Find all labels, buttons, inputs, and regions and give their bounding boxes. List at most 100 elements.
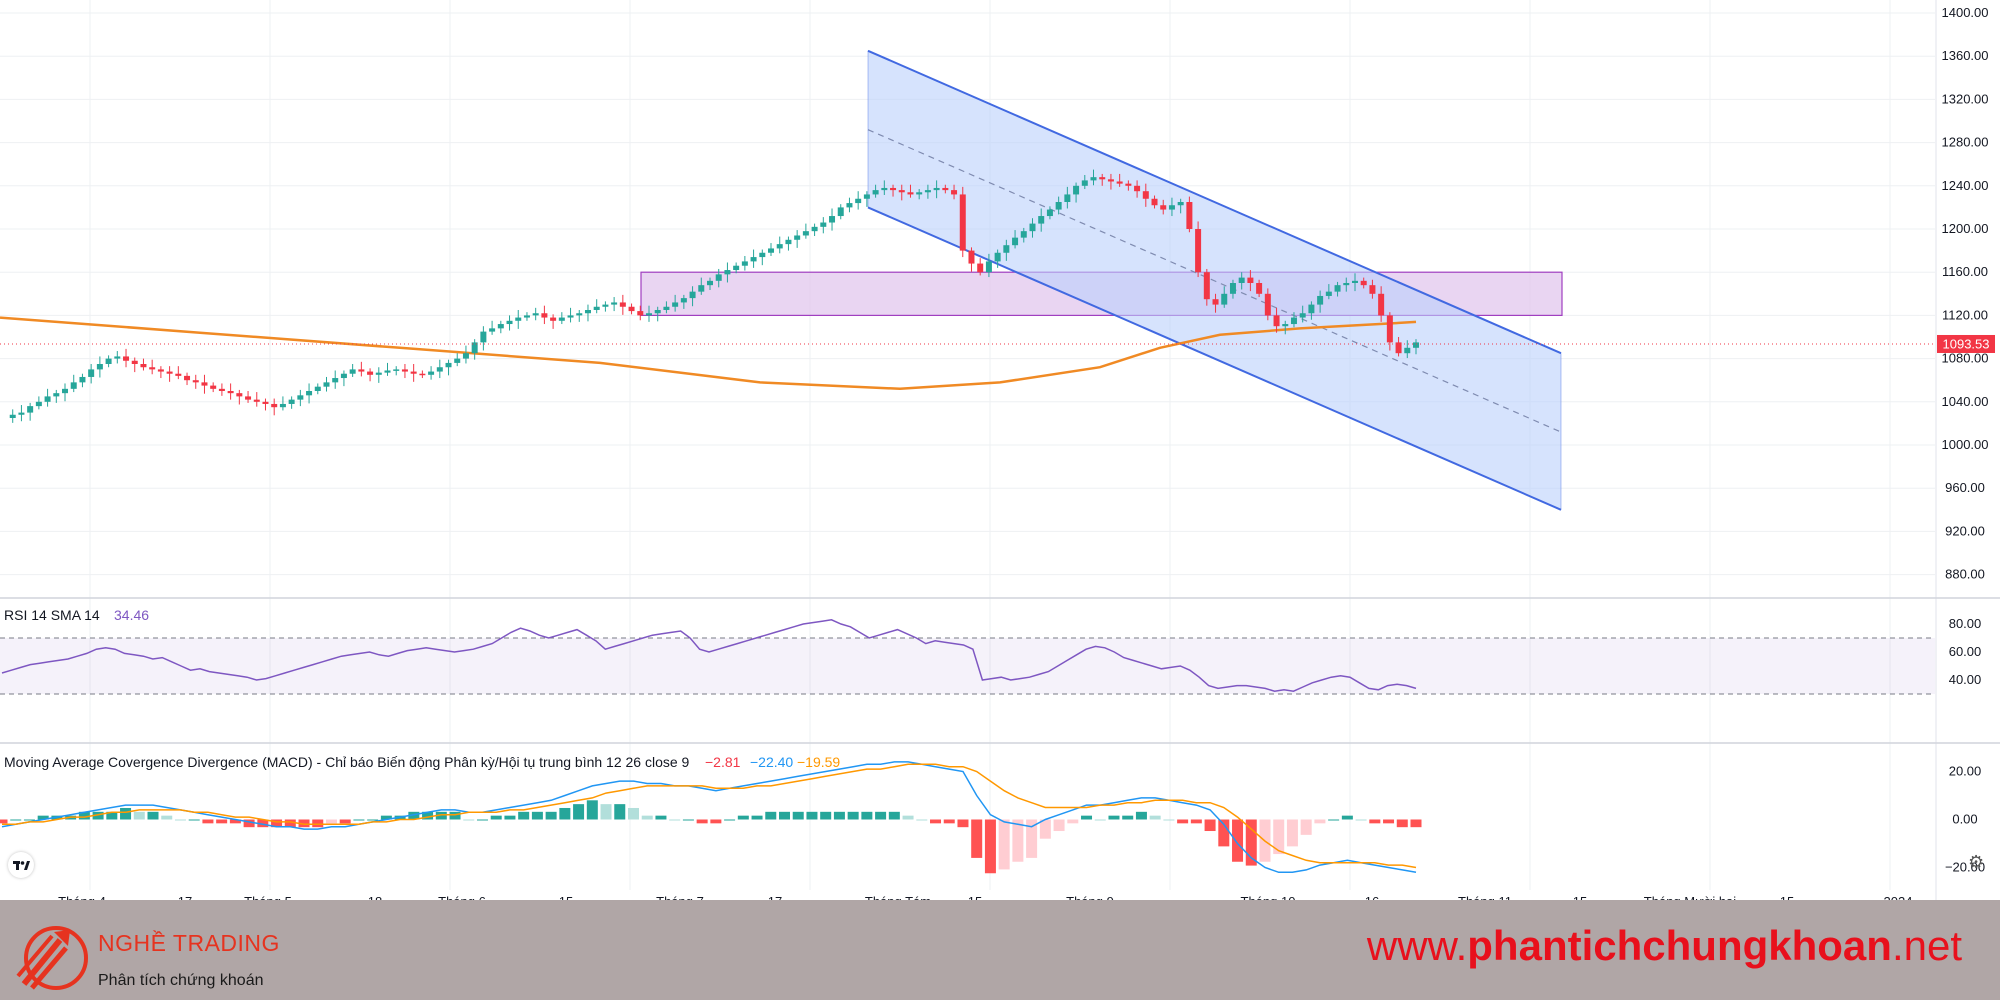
macd-histogram-bar xyxy=(271,819,283,828)
candle-body xyxy=(820,222,827,227)
macd-histogram-bar xyxy=(1410,819,1422,828)
candle-body xyxy=(1177,202,1184,206)
time-tick-label: 15 xyxy=(559,894,573,900)
macd-histogram-bar xyxy=(696,819,708,824)
macd-tick-label: 20.00 xyxy=(1949,764,1982,779)
macd-histogram-bar xyxy=(1163,819,1175,821)
brand-footer: NGHỀ TRADING Phân tích chứng khoán www.p… xyxy=(0,900,2000,1000)
candle-body xyxy=(1142,191,1149,199)
pane-separators[interactable] xyxy=(0,597,2000,744)
candle-body xyxy=(9,414,16,418)
time-tick-label: Tháng 6 xyxy=(438,894,486,900)
candle-body xyxy=(846,203,853,208)
candle-body xyxy=(802,231,809,236)
macd-histogram-bar xyxy=(1383,819,1395,824)
candle-body xyxy=(924,190,931,193)
time-tick-label: 18 xyxy=(368,894,382,900)
candle-body xyxy=(445,362,452,368)
macd-pane: 20.00 0.00 −20.00 xyxy=(0,761,1985,875)
macd-histogram-bar xyxy=(325,819,337,824)
candle-body xyxy=(837,207,844,217)
time-tick-label: Tháng 5 xyxy=(244,894,292,900)
time-tick-label: Tháng 7 xyxy=(656,894,704,900)
candle-body xyxy=(1317,295,1324,305)
price-tick-label: 880.00 xyxy=(1945,567,1985,582)
rsi-pane: 80.00 60.00 40.00 xyxy=(0,616,1982,695)
candle-body xyxy=(1413,342,1419,348)
trading-chart[interactable]: 1093.53 1400.00 1360.00 1320.00 1280.00 1240… xyxy=(0,0,2000,900)
macd-histogram-bar xyxy=(765,811,777,820)
candle-body xyxy=(401,369,408,372)
candle-body xyxy=(18,412,25,415)
price-tick-label: 1160.00 xyxy=(1942,264,1988,279)
price-axis[interactable]: 1400.00 1360.00 1320.00 1280.00 1240.00 1200.… xyxy=(1935,0,1989,900)
candle-body xyxy=(210,385,217,389)
candle-body xyxy=(741,261,748,266)
tradingview-logo-icon[interactable] xyxy=(8,852,34,878)
rsi-legend-value: 34.46 xyxy=(114,607,149,623)
candle-body xyxy=(898,190,905,193)
candle-body xyxy=(306,391,313,396)
macd-histogram-bar xyxy=(106,811,118,820)
candle-body xyxy=(1238,277,1245,283)
candle-body xyxy=(1064,194,1071,202)
macd-histogram-bar xyxy=(586,800,598,820)
macd-histogram-bar xyxy=(1177,819,1189,824)
macd-histogram-bar xyxy=(147,811,159,820)
time-axis[interactable]: Tháng 4 17 Tháng 5 18 Tháng 6 15 Tháng 7 17 Thán… xyxy=(58,894,1912,900)
candle-body xyxy=(1073,185,1080,195)
candle-body xyxy=(1090,177,1097,181)
candle-body xyxy=(96,364,103,370)
candle-body xyxy=(79,376,86,383)
macd-histogram-bar xyxy=(930,819,942,824)
website-url[interactable]: www.phantichchungkhoan.net xyxy=(1367,922,1962,970)
macd-line-value: −22.40 xyxy=(750,754,793,770)
candle-body xyxy=(1264,293,1271,316)
macd-histogram-bar xyxy=(847,811,859,820)
macd-histogram-bar xyxy=(216,819,228,824)
candle-body xyxy=(1273,315,1280,327)
macd-histogram-bar xyxy=(1039,819,1051,839)
candle-body xyxy=(707,280,713,286)
price-tick-label: 1280.00 xyxy=(1942,135,1989,150)
macd-histogram-bar xyxy=(408,811,420,820)
rsi-tick-label: 40.00 xyxy=(1949,672,1982,687)
macd-histogram-bar xyxy=(1026,819,1038,858)
price-tick-label: 1200.00 xyxy=(1942,221,1989,236)
macd-histogram-bar xyxy=(957,819,969,828)
candle-body xyxy=(384,370,391,373)
candle-body xyxy=(44,396,51,402)
macd-histogram-bar xyxy=(682,819,694,821)
price-tick-label: 960.00 xyxy=(1945,480,1985,495)
macd-histogram-bar xyxy=(120,807,132,820)
candle-body xyxy=(968,250,975,264)
candle-body xyxy=(811,226,818,232)
candle-body xyxy=(1099,177,1106,180)
candle-body xyxy=(1221,293,1228,305)
candle-body xyxy=(523,315,530,318)
macd-histogram-bar xyxy=(737,815,749,820)
candle-body xyxy=(1203,272,1210,300)
macd-histogram-bar xyxy=(1204,819,1216,832)
time-tick-label: Tháng Mười hai xyxy=(1644,894,1736,900)
macd-histogram-bar xyxy=(161,815,173,820)
candle-body xyxy=(1081,180,1088,186)
macd-histogram-bar xyxy=(202,819,214,824)
macd-histogram-bar xyxy=(37,815,49,820)
ma-path xyxy=(0,316,1417,391)
settings-gear-icon[interactable]: ⚙ xyxy=(1968,852,1984,872)
channel-median-line xyxy=(867,129,1562,433)
candle-body xyxy=(1046,209,1053,217)
last-price-badge xyxy=(1937,334,1995,353)
candle-body xyxy=(279,403,286,408)
macd-histogram-bar xyxy=(1108,815,1120,820)
macd-histogram-bar xyxy=(1122,815,1134,820)
macd-histogram-bar xyxy=(1135,811,1147,820)
macd-histogram-bar xyxy=(463,819,475,821)
macd-histogram-bar xyxy=(916,819,928,821)
macd-histogram-bar xyxy=(1081,815,1093,820)
candle-body xyxy=(454,358,461,363)
rsi-legend-label: RSI 14 SMA 14 xyxy=(4,607,100,623)
macd-line xyxy=(1,761,1417,874)
candle-body xyxy=(672,302,679,307)
